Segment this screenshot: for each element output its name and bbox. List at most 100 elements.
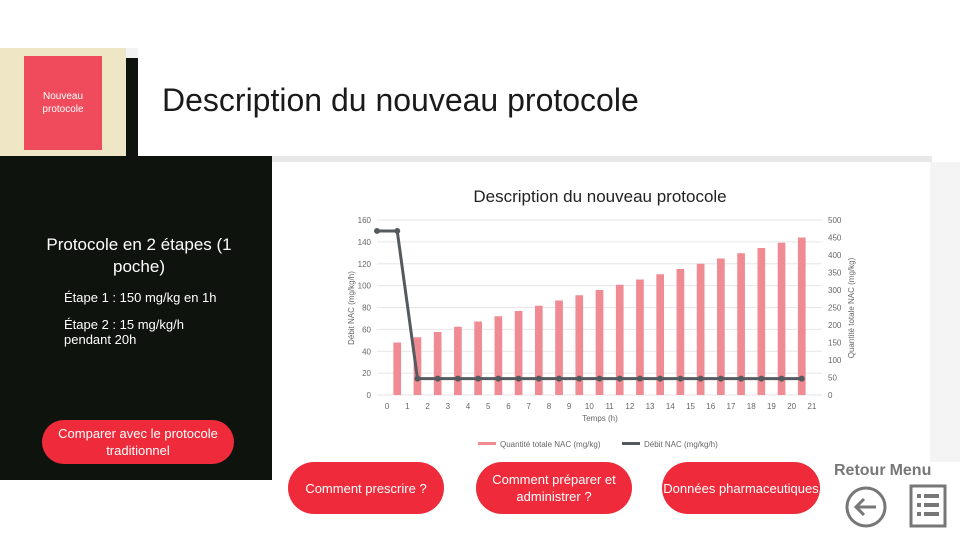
- title-area: [138, 48, 960, 156]
- line-series: [374, 227, 805, 382]
- compare-button-label: Comparer avec le protocole traditionnel: [58, 426, 218, 458]
- bar-total-nac: [433, 332, 442, 395]
- x-tick-label: 15: [686, 402, 695, 411]
- x-tick-label: 5: [486, 402, 491, 411]
- legend-swatch-line: [622, 442, 640, 445]
- pharma-button-label: Données pharmaceutiques: [663, 480, 819, 496]
- line-point: [778, 375, 785, 382]
- bar-total-nac: [615, 284, 624, 395]
- y-right-tick-label: 100: [828, 356, 842, 365]
- x-tick-label: 18: [747, 402, 756, 411]
- chart-legend: Quantité totale NAC (mg/kg) Débit NAC (m…: [478, 440, 718, 449]
- x-tick-label: 13: [646, 402, 655, 411]
- x-tick-label: 2: [425, 402, 430, 411]
- y-axis-right-label: Quantité totale NAC (mg/kg): [847, 257, 856, 358]
- line-point: [495, 375, 502, 382]
- x-tick-label: 19: [767, 402, 776, 411]
- bar-total-nac: [454, 326, 462, 395]
- y-left-tick-label: 120: [358, 260, 372, 269]
- bar-total-nac: [757, 248, 766, 395]
- bar-total-nac: [555, 300, 563, 395]
- x-tick-label: 3: [446, 402, 451, 411]
- line-point: [374, 227, 380, 234]
- legend-label-line: Débit NAC (mg/kg/h): [644, 440, 718, 449]
- retour-label: Retour: [834, 462, 886, 479]
- bar-total-nac: [777, 242, 786, 395]
- menu-label: Menu: [889, 462, 932, 479]
- x-tick-label: 12: [625, 402, 634, 411]
- line-point: [454, 375, 461, 382]
- page-title: Description du nouveau protocole: [162, 82, 639, 118]
- line-point: [394, 227, 401, 234]
- x-tick-label: 10: [585, 402, 594, 411]
- line-point: [414, 375, 421, 382]
- x-tick-label: 1: [405, 402, 410, 411]
- arrow-left-circle-icon: [845, 486, 887, 528]
- bar-total-nac: [595, 290, 604, 395]
- y-left-tick-label: 0: [367, 391, 372, 400]
- line-point: [556, 375, 563, 382]
- bar-total-nac: [494, 316, 503, 395]
- list-document-icon: [909, 484, 947, 528]
- compare-traditional-button[interactable]: Comparer avec le protocole traditionnel: [42, 420, 234, 464]
- prepare-button[interactable]: Comment préparer et administrer ?: [476, 462, 632, 514]
- line-point: [515, 375, 522, 382]
- bar-series: [393, 237, 806, 395]
- prescribe-button[interactable]: Comment prescrire ?: [288, 462, 444, 514]
- chart-shadow: [272, 156, 932, 162]
- bar-total-nac: [393, 342, 402, 395]
- line-point: [657, 375, 664, 382]
- back-button[interactable]: [844, 485, 888, 529]
- x-tick-label: 7: [526, 402, 531, 411]
- bar-total-nac: [656, 274, 665, 395]
- x-axis-label: Temps (h): [582, 414, 618, 423]
- bar-total-nac: [575, 295, 584, 395]
- line-point: [636, 375, 643, 382]
- bar-total-nac: [636, 279, 644, 395]
- step-2-text: Étape 2 : 15 mg/kg/h pendant 20h: [64, 317, 184, 347]
- section-tile-nouveau-protocole[interactable]: Nouveau protocole: [24, 56, 102, 150]
- line-point: [475, 375, 482, 382]
- x-tick-label: 8: [547, 402, 552, 411]
- line-point: [798, 375, 805, 382]
- y-right-tick-label: 0: [828, 391, 833, 400]
- y-right-tick-label: 200: [828, 321, 842, 330]
- line-point: [616, 375, 623, 382]
- line-point: [535, 375, 542, 382]
- line-debit-nac: [377, 229, 802, 381]
- y-left-tick-label: 140: [358, 238, 372, 247]
- pharmaceutical-data-button[interactable]: Données pharmaceutiques: [662, 462, 820, 514]
- y-right-tick-label: 150: [828, 339, 842, 348]
- y-right-tick-label: 350: [828, 269, 842, 278]
- line-point: [758, 375, 765, 382]
- bar-total-nac: [717, 258, 725, 395]
- y-right-tick-label: 500: [828, 216, 842, 225]
- y-right-tick-label: 400: [828, 251, 842, 260]
- y-left-tick-label: 20: [362, 369, 371, 378]
- chart-title: Description du nouveau protocole: [473, 187, 726, 206]
- step-1-text: Étape 1 : 150 mg/kg en 1h: [64, 290, 217, 305]
- bar-total-nac: [474, 321, 482, 395]
- nav-labels: Retour Menu: [834, 462, 931, 480]
- y-left-tick-label: 100: [358, 282, 372, 291]
- y-left-tick-label: 160: [358, 216, 372, 225]
- x-tick-label: 20: [787, 402, 796, 411]
- line-point: [677, 375, 684, 382]
- prepare-button-label: Comment préparer et administrer ?: [492, 472, 616, 504]
- bar-total-nac: [676, 269, 685, 395]
- protocol-heading: Protocole en 2 étapes (1 poche): [46, 235, 232, 276]
- chart-edge: [930, 162, 960, 462]
- line-point: [697, 375, 704, 382]
- line-point: [738, 375, 745, 382]
- bar-total-nac: [514, 311, 523, 395]
- y-axis-right-ticks: 0 50 100 150 200 250 300 350 400 450 500: [828, 216, 842, 400]
- menu-button[interactable]: [908, 483, 948, 529]
- y-left-tick-label: 80: [362, 304, 371, 313]
- legend-label-bars: Quantité totale NAC (mg/kg): [500, 440, 601, 449]
- y-right-tick-label: 50: [828, 374, 837, 383]
- y-left-tick-label: 40: [362, 347, 371, 356]
- y-left-tick-label: 60: [362, 325, 371, 334]
- x-tick-label: 14: [666, 402, 675, 411]
- bar-total-nac: [534, 305, 543, 395]
